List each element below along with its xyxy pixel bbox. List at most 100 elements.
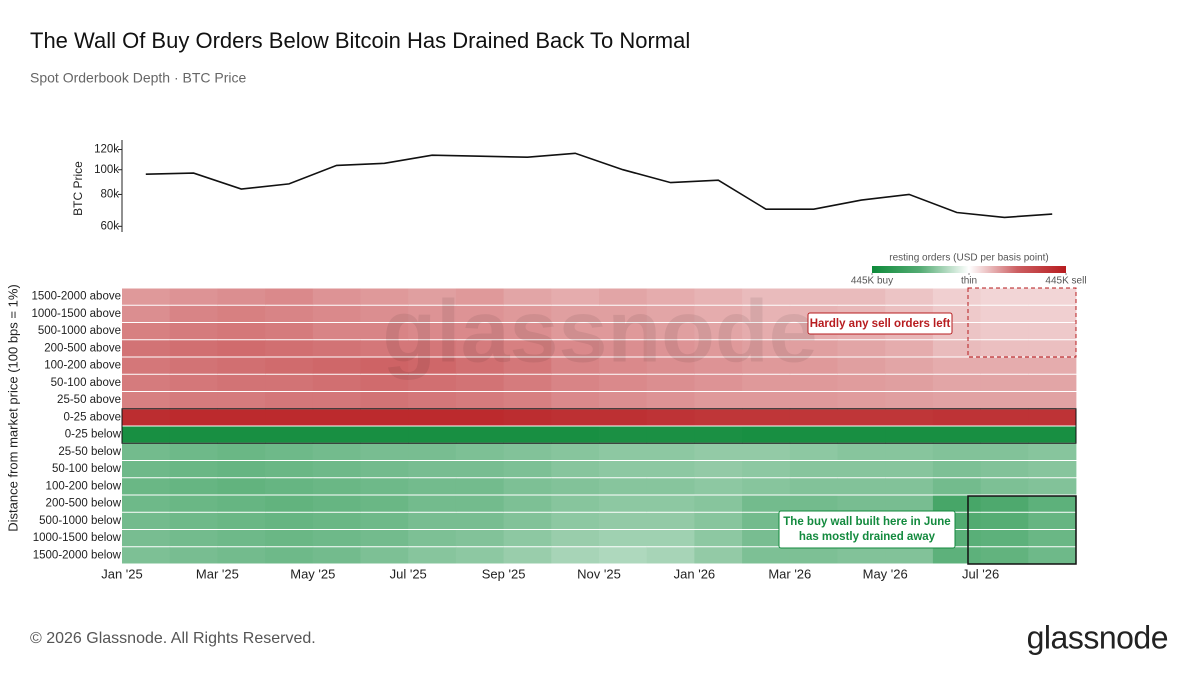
heat-cell [837, 340, 886, 357]
heat-cell [312, 323, 361, 340]
heat-cell [1028, 357, 1077, 374]
heat-cell [265, 288, 314, 305]
heat-cell [694, 495, 743, 512]
heat-cell [503, 323, 552, 340]
heat-cell [360, 426, 409, 443]
heat-cell [122, 426, 171, 443]
annotation-text: The buy wall built here in June [783, 516, 950, 528]
heat-cell [122, 340, 171, 357]
heat-cell [408, 392, 457, 409]
heat-cell [837, 495, 886, 512]
heat-cell [1028, 409, 1077, 426]
annotation-text: Hardly any sell orders left [810, 318, 951, 330]
heat-cell [265, 305, 314, 322]
heat-cell [122, 547, 171, 564]
heat-cell [1028, 495, 1077, 512]
heat-cell [217, 478, 266, 495]
heat-cell [503, 443, 552, 460]
heat-cell [360, 547, 409, 564]
heat-cell [837, 461, 886, 478]
heat-cell [789, 478, 838, 495]
heat-cell [217, 288, 266, 305]
heat-cell [312, 530, 361, 547]
heat-cell [837, 478, 886, 495]
chart-title: The Wall Of Buy Orders Below Bitcoin Has… [30, 28, 690, 53]
heat-cell [980, 357, 1029, 374]
heat-cell [694, 340, 743, 357]
heat-cell [360, 305, 409, 322]
y-tick-label: 80k [100, 188, 119, 200]
heat-cell [169, 409, 218, 426]
heat-cell [265, 409, 314, 426]
heat-cell [932, 495, 981, 512]
row-label: 500-1000 below [39, 515, 122, 527]
heat-cell [742, 357, 791, 374]
heat-cell [503, 340, 552, 357]
spread-outline [121, 408, 1077, 444]
heat-cell [312, 461, 361, 478]
heat-cell [217, 305, 266, 322]
heat-cell [742, 547, 791, 564]
heat-cell [455, 305, 504, 322]
row-label: 1000-1500 above [31, 308, 121, 320]
row-label: 0-25 above [63, 411, 121, 423]
buy-wall-frame [967, 495, 1077, 565]
heat-cell [217, 530, 266, 547]
heat-cell [980, 340, 1029, 357]
heat-cell [408, 357, 457, 374]
heat-cell [742, 495, 791, 512]
heat-cell [360, 478, 409, 495]
heat-cell [169, 461, 218, 478]
heat-cell [742, 288, 791, 305]
heat-cell [646, 512, 695, 529]
heat-cell [646, 530, 695, 547]
x-tick-label: Jan '25 [101, 566, 143, 581]
heat-cell [789, 392, 838, 409]
heat-cell [694, 409, 743, 426]
heat-cell [646, 443, 695, 460]
heat-cell [169, 323, 218, 340]
heat-cell [980, 374, 1029, 391]
heat-cell [169, 374, 218, 391]
heat-cell [742, 409, 791, 426]
heat-cell [885, 357, 934, 374]
row-label: 100-200 below [46, 480, 122, 492]
heat-cell [789, 357, 838, 374]
heat-cell [742, 323, 791, 340]
x-tick-label: Mar '25 [196, 566, 239, 581]
heat-cell [551, 409, 600, 426]
x-tick-label: May '25 [290, 566, 335, 581]
heat-cell [599, 461, 648, 478]
heat-cell [217, 547, 266, 564]
heat-cell [503, 357, 552, 374]
row-label: 200-500 above [44, 342, 121, 354]
heat-cell [885, 443, 934, 460]
chart-subtitle: Spot Orderbook Depth · BTC Price [30, 70, 247, 86]
heat-cell [599, 374, 648, 391]
heat-cell [360, 495, 409, 512]
heat-cell [646, 374, 695, 391]
heat-cell [837, 443, 886, 460]
heat-cell [742, 512, 791, 529]
heat-cell [646, 357, 695, 374]
heat-cell [980, 288, 1029, 305]
heat-cell [789, 374, 838, 391]
heat-cell [122, 323, 171, 340]
heat-cell [122, 357, 171, 374]
heat-cell [217, 495, 266, 512]
heat-cell [312, 547, 361, 564]
heat-cell [885, 547, 934, 564]
row-label: 500-1000 above [38, 325, 121, 337]
heat-cell [980, 426, 1029, 443]
heat-cell [932, 478, 981, 495]
heat-cell [503, 409, 552, 426]
heat-cell [122, 495, 171, 512]
heat-cell [599, 478, 648, 495]
heat-cell [360, 461, 409, 478]
heat-cell [694, 392, 743, 409]
heat-cell [503, 392, 552, 409]
heat-cell [265, 495, 314, 512]
heat-cell [312, 443, 361, 460]
heat-cell [455, 409, 504, 426]
